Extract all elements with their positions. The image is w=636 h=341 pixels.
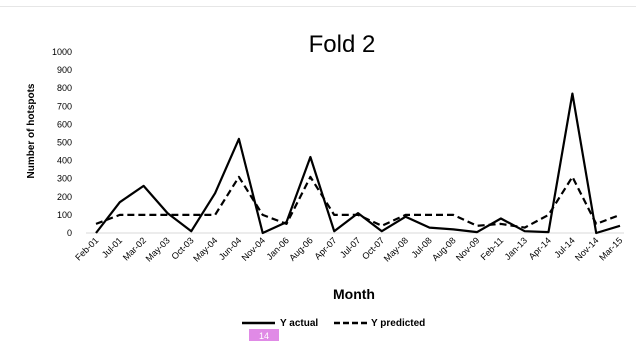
top-divider xyxy=(0,6,636,7)
legend-label-actual: Y actual xyxy=(280,318,318,329)
y-tick-label: 200 xyxy=(57,192,72,202)
x-tick-label: Mar-15 xyxy=(597,235,624,262)
x-tick-label: Apr-14 xyxy=(527,235,553,261)
y-axis-title: Number of hotspots xyxy=(26,83,37,178)
x-tick-label: Feb-01 xyxy=(73,235,100,262)
y-tick-label: 900 xyxy=(57,65,72,75)
x-tick-label: Jan-06 xyxy=(264,235,291,262)
y-tick-label: 600 xyxy=(57,119,72,129)
series-line-predicted xyxy=(95,175,621,229)
y-tick-label: 400 xyxy=(57,156,72,166)
x-tick-label: Mar-02 xyxy=(121,235,148,262)
y-tick-label: 1000 xyxy=(52,47,72,57)
legend-badge-text: 14 xyxy=(259,331,269,341)
y-tick-label: 800 xyxy=(57,83,72,93)
legend-badge xyxy=(249,329,279,341)
x-tick-label: Nov-04 xyxy=(240,235,268,263)
y-tick-label: 500 xyxy=(57,138,72,148)
y-tick-label: 300 xyxy=(57,174,72,184)
x-axis-title: Month xyxy=(333,286,375,302)
x-tick-label: Nov-09 xyxy=(454,235,482,263)
x-axis: Feb-01 Jul-01Mar-02May-03Oct-03May-04Jun-… xyxy=(73,235,624,263)
y-axis: 0 100 200 300 400 500 600 700 800 900 1000 xyxy=(52,47,72,238)
x-tick-label: Jul-07 xyxy=(338,235,362,259)
x-tick-label: Jun-04 xyxy=(217,235,244,262)
x-tick-label: Nov-14 xyxy=(573,235,601,263)
x-tick-label: Aug-08 xyxy=(430,235,458,263)
x-tick-label: May-08 xyxy=(382,235,410,263)
y-tick-label: 700 xyxy=(57,101,72,111)
x-tick-label: Apr-07 xyxy=(312,235,338,261)
x-tick-label: May-03 xyxy=(144,235,172,263)
x-tick-label: Feb-11 xyxy=(479,235,506,262)
legend: Y actual Y predicted 14 xyxy=(242,318,425,341)
x-tick-label: Aug-06 xyxy=(287,235,315,263)
y-tick-label: 0 xyxy=(67,228,72,238)
legend-label-predicted: Y predicted xyxy=(371,318,425,329)
x-tick-label: Jan-13 xyxy=(503,235,530,262)
chart-title: Fold 2 xyxy=(309,31,376,58)
x-tick-label: May-04 xyxy=(191,235,219,263)
y-tick-label: 100 xyxy=(57,210,72,220)
series-line-actual xyxy=(95,92,621,235)
series-lines xyxy=(95,92,621,235)
